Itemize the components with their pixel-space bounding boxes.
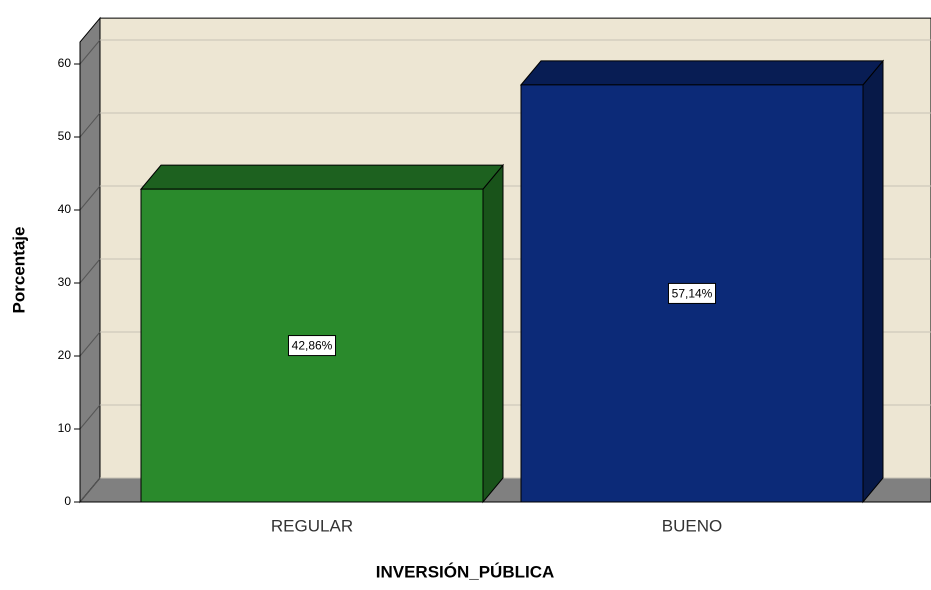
y-tick-label: 10 (58, 421, 72, 435)
y-tick-label: 30 (58, 275, 72, 289)
x-axis-title: INVERSIÓN_PÚBLICA (376, 562, 555, 581)
bar-side (482, 163, 504, 504)
y-tick-label: 40 (58, 202, 72, 216)
y-tick-label: 20 (58, 348, 72, 362)
x-tick-label: REGULAR (271, 516, 353, 535)
y-axis-title: Porcentaje (9, 227, 28, 314)
bar-side (862, 59, 884, 504)
grid-line (79, 477, 101, 503)
grid-line (79, 39, 101, 65)
value-label: 42,86% (292, 339, 333, 353)
bar (519, 59, 885, 504)
y-tick-label: 0 (64, 494, 71, 508)
bar-top (519, 60, 885, 86)
left-wall (79, 16, 101, 504)
grid-line (79, 404, 101, 430)
grid-line (79, 258, 101, 284)
bar-top (139, 164, 505, 190)
y-tick-label: 50 (58, 129, 72, 143)
value-label-box (667, 282, 717, 304)
grid-line (79, 185, 101, 211)
grid-line (79, 331, 101, 357)
y-tick-label: 60 (58, 56, 72, 70)
x-tick-label: BUENO (662, 516, 722, 535)
bar (139, 163, 505, 504)
value-label-box (287, 335, 337, 357)
value-label: 57,14% (672, 287, 713, 301)
grid-line (79, 112, 101, 138)
